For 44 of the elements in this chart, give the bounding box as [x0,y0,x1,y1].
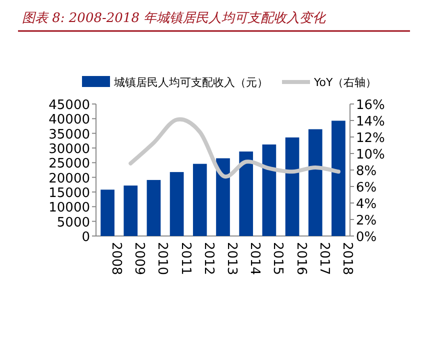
bar [308,129,322,236]
y2-tick-label: 14% [356,114,385,130]
y2-tick-label: 12% [356,131,385,146]
y2-tick-label: 10% [356,148,385,162]
x-tick-label: 2017 [316,242,332,276]
y2-tick-label: 0% [356,230,377,245]
bar [146,180,161,236]
y-tick-label: 10000 [48,200,90,216]
x-tick-label: 2015 [270,242,286,276]
x-tick-label: 2009 [132,242,147,276]
bar [262,144,276,236]
bar [124,186,138,236]
y-tick-label: 45000 [48,98,90,113]
x-tick-label: 2016 [293,242,308,276]
y-tick-label: 40000 [48,112,90,128]
y2-tick-label: 8% [356,164,377,179]
y2-tick-label: 16% [356,98,385,113]
y-tick-label: 30000 [48,142,90,157]
y-tick-label: 25000 [48,156,90,172]
x-tick-label: 2018 [339,242,354,276]
bar [100,190,114,236]
y-tick-label: 20000 [48,171,90,186]
legend-label: 城镇居民人均可支配收入（元） [113,76,268,89]
y2-tick-label: 2% [356,214,377,228]
bar [192,164,207,236]
y2-tick-label: 4% [356,197,377,212]
x-tick-label: 2013 [224,242,239,276]
bar [332,120,346,236]
legend-label: YoY（右轴） [313,76,377,89]
x-tick-label: 2010 [154,242,170,276]
bar [285,137,300,236]
x-tick-label: 2011 [178,242,193,276]
y-tick-label: 0 [82,230,90,245]
y-tick-label: 15000 [48,186,90,201]
y-tick-label: 35000 [48,127,90,142]
x-tick-label: 2012 [200,242,216,276]
bar [239,152,254,236]
chart-title: 图表 8: 2008-2018 年城镇居民人均可支配收入变化 [22,11,327,26]
x-tick-label: 2014 [247,242,262,276]
x-tick-label: 2008 [108,242,124,276]
y2-tick-label: 6% [356,180,377,196]
y-tick-label: 5000 [56,215,90,230]
bar [216,158,230,236]
bar [170,172,184,236]
